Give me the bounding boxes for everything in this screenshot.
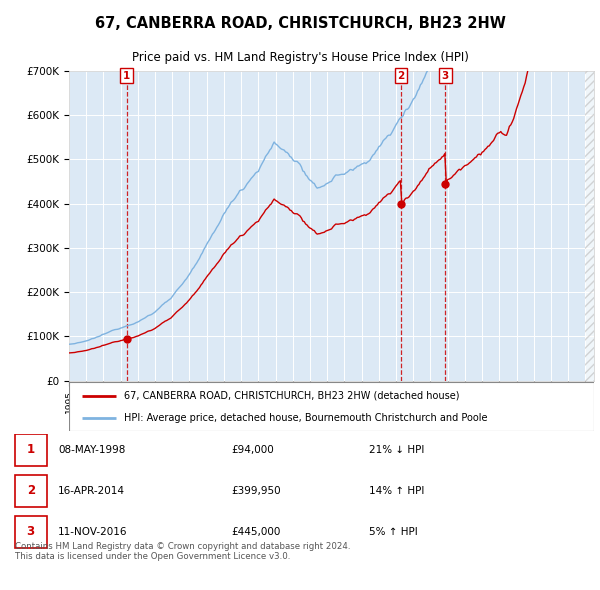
- Bar: [15, 434, 47, 466]
- Text: 67, CANBERRA ROAD, CHRISTCHURCH, BH23 2HW (detached house): 67, CANBERRA ROAD, CHRISTCHURCH, BH23 2H…: [124, 391, 460, 401]
- Text: HPI: Average price, detached house, Bournemouth Christchurch and Poole: HPI: Average price, detached house, Bour…: [124, 412, 488, 422]
- Text: Price paid vs. HM Land Registry's House Price Index (HPI): Price paid vs. HM Land Registry's House …: [131, 51, 469, 64]
- Text: 2: 2: [397, 71, 404, 81]
- Text: 14% ↑ HPI: 14% ↑ HPI: [369, 486, 424, 496]
- Text: 3: 3: [442, 71, 449, 81]
- Text: Contains HM Land Registry data © Crown copyright and database right 2024.
This d: Contains HM Land Registry data © Crown c…: [15, 542, 350, 561]
- Text: £445,000: £445,000: [231, 527, 280, 537]
- Text: 16-APR-2014: 16-APR-2014: [58, 486, 125, 496]
- Text: £94,000: £94,000: [231, 445, 274, 454]
- Text: 3: 3: [26, 525, 35, 539]
- Text: 21% ↓ HPI: 21% ↓ HPI: [369, 445, 424, 454]
- Text: 5% ↑ HPI: 5% ↑ HPI: [369, 527, 418, 537]
- Text: 1: 1: [26, 443, 35, 456]
- Text: 2: 2: [26, 484, 35, 497]
- Text: 67, CANBERRA ROAD, CHRISTCHURCH, BH23 2HW: 67, CANBERRA ROAD, CHRISTCHURCH, BH23 2H…: [95, 15, 505, 31]
- Text: 11-NOV-2016: 11-NOV-2016: [58, 527, 128, 537]
- Bar: [15, 516, 47, 548]
- Text: £399,950: £399,950: [231, 486, 281, 496]
- Bar: [15, 475, 47, 507]
- Text: 1: 1: [123, 71, 130, 81]
- Text: 08-MAY-1998: 08-MAY-1998: [58, 445, 125, 454]
